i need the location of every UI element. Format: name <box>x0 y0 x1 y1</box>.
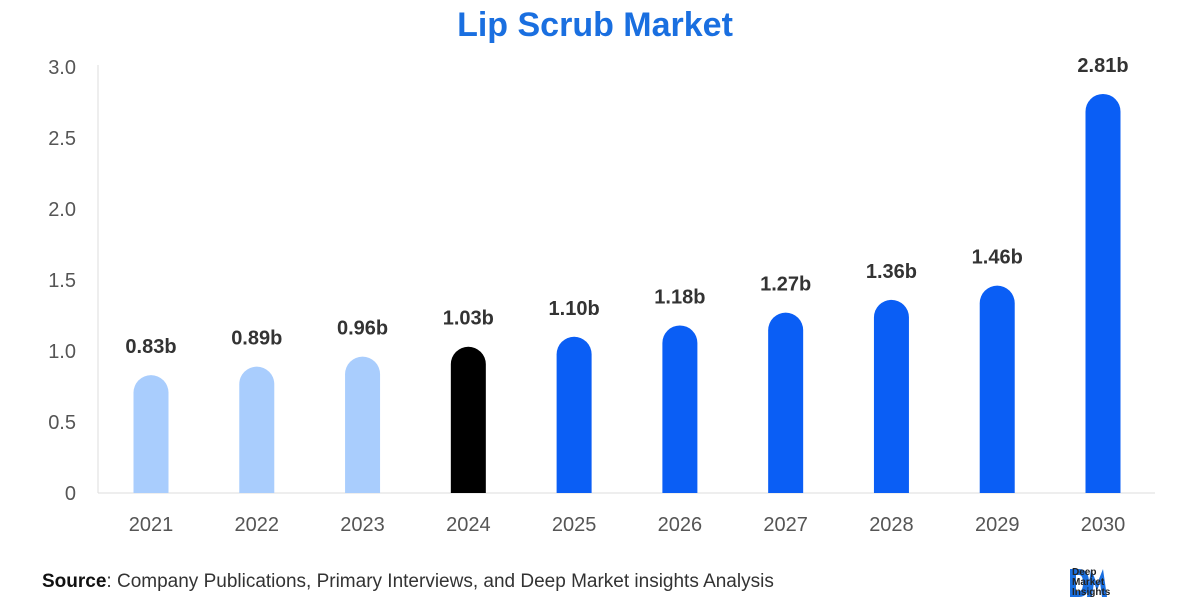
data-label-2025: 1.10b <box>549 298 600 320</box>
x-tick-label: 2022 <box>235 514 280 536</box>
bar-2027 <box>768 312 804 493</box>
data-label-2023: 0.96b <box>337 318 388 340</box>
y-tick-label: 1.0 <box>48 341 76 363</box>
data-label-2024: 1.03b <box>443 308 494 330</box>
logo-line-1: Deep <box>1072 567 1097 578</box>
data-label-2030: 2.81b <box>1077 55 1128 77</box>
bar-2028 <box>873 299 909 493</box>
logo-line-2: Market <box>1072 577 1105 588</box>
x-axis: 2021 2022 2023 2024 2025 2026 2027 2028 2029 2030 <box>98 492 1155 536</box>
bar-2030 <box>1085 93 1121 493</box>
y-tick-label: 0 <box>65 483 76 505</box>
y-tick-label: 3.0 <box>48 57 76 79</box>
data-label-2022: 0.89b <box>231 328 282 350</box>
y-tick-label: 1.5 <box>48 270 76 292</box>
data-label-2021: 0.83b <box>125 336 176 358</box>
bar-2025 <box>556 336 592 493</box>
x-tick-label: 2025 <box>552 514 597 536</box>
y-tick-label: 2.5 <box>48 128 76 150</box>
source-text: : Company Publications, Primary Intervie… <box>106 571 774 592</box>
y-axis: 0 0.5 1.0 1.5 2.0 2.5 3.0 <box>48 57 99 505</box>
bar-2024 <box>450 346 486 493</box>
x-tick-label: 2024 <box>446 514 491 536</box>
bar-2026 <box>662 325 698 493</box>
bar-2029 <box>979 285 1015 493</box>
data-labels: 0.83b 0.89b 0.96b 1.03b 1.10b 1.18b 1.27b 1.36b… <box>125 55 1128 358</box>
chart-title: Lip Scrub Market <box>457 6 733 44</box>
data-label-2029: 1.46b <box>972 247 1023 269</box>
x-tick-label: 2030 <box>1081 514 1126 536</box>
x-tick-label: 2023 <box>340 514 385 536</box>
data-label-2027: 1.27b <box>760 274 811 296</box>
source-note: Source: Company Publications, Primary In… <box>42 571 774 593</box>
x-tick-label: 2027 <box>763 514 808 536</box>
data-label-2028: 1.36b <box>866 261 917 283</box>
deep-market-insights-logo <box>1070 569 1107 597</box>
x-tick-label: 2028 <box>869 514 914 536</box>
x-tick-label: 2029 <box>975 514 1020 536</box>
y-tick-label: 0.5 <box>48 412 76 434</box>
logo-mark-m <box>1087 569 1107 597</box>
logo-wordmark: Deep Market Insights <box>1072 568 1110 598</box>
source-label: Source <box>42 571 107 592</box>
bar-2022 <box>239 366 275 493</box>
bar-series <box>133 93 1121 493</box>
x-tick-label: 2026 <box>658 514 703 536</box>
data-label-2026: 1.18b <box>654 286 705 308</box>
logo-line-3: Insights <box>1072 587 1111 598</box>
x-tick-label: 2021 <box>129 514 174 536</box>
bar-2021 <box>133 375 169 493</box>
bar-2023 <box>345 356 381 493</box>
logo-mark-d <box>1070 569 1089 597</box>
y-tick-label: 2.0 <box>48 199 76 221</box>
